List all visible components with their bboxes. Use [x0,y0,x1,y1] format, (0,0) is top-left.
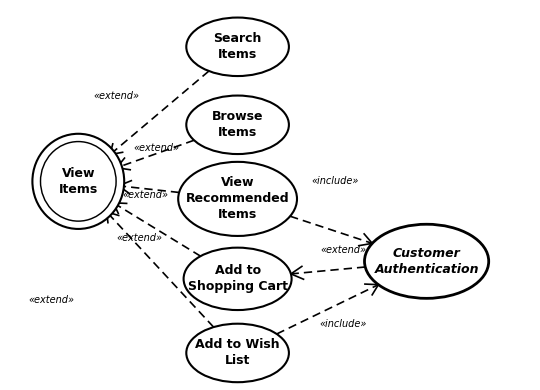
Text: Browse
Items: Browse Items [212,110,264,139]
Text: «extend»: «extend» [28,295,75,305]
Text: «extend»: «extend» [123,190,169,200]
Ellipse shape [32,134,124,229]
Text: Search
Items: Search Items [213,32,262,61]
Ellipse shape [186,324,289,382]
Ellipse shape [178,162,297,236]
Ellipse shape [40,142,116,221]
Ellipse shape [364,224,489,298]
Ellipse shape [186,18,289,76]
Ellipse shape [186,96,289,154]
Ellipse shape [184,248,292,310]
Text: View
Items: View Items [59,167,98,196]
Text: «extend»: «extend» [320,245,366,255]
Text: «extend»: «extend» [93,90,139,101]
Text: Add to
Shopping Cart: Add to Shopping Cart [187,264,288,293]
Text: «extend»: «extend» [133,143,180,153]
Text: Customer
Authentication: Customer Authentication [374,247,479,276]
Text: View
Recommended
Items: View Recommended Items [186,176,289,222]
Text: «include»: «include» [319,319,367,329]
Text: Add to Wish
List: Add to Wish List [195,339,280,367]
Text: «extend»: «extend» [116,233,163,243]
Text: «include»: «include» [311,176,359,186]
